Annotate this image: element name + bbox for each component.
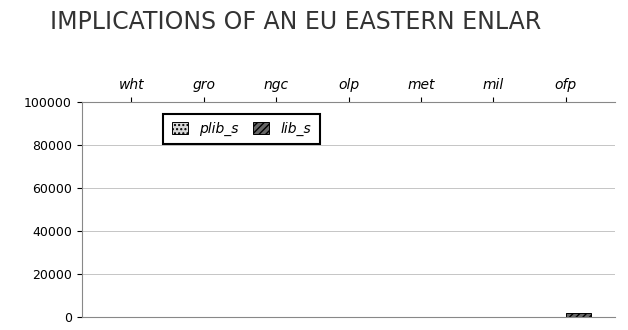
Bar [566, 313, 591, 317]
Legend: plib_s, lib_s: plib_s, lib_s [163, 114, 320, 144]
Text: IMPLICATIONS OF AN EU EASTERN ENLAR: IMPLICATIONS OF AN EU EASTERN ENLAR [50, 10, 541, 34]
